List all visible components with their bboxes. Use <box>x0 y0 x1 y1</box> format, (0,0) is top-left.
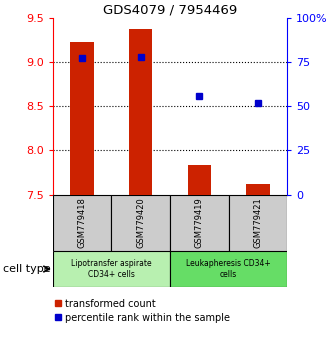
Bar <box>112 195 170 251</box>
Text: Leukapheresis CD34+
cells: Leukapheresis CD34+ cells <box>186 259 271 279</box>
Bar <box>129 29 152 195</box>
Bar <box>170 251 287 287</box>
Text: GSM779419: GSM779419 <box>195 198 204 249</box>
Bar <box>53 251 170 287</box>
Text: Lipotransfer aspirate
CD34+ cells: Lipotransfer aspirate CD34+ cells <box>71 259 152 279</box>
Bar <box>53 195 112 251</box>
Bar <box>170 195 229 251</box>
Bar <box>246 184 270 195</box>
Bar <box>228 195 287 251</box>
Bar <box>187 166 211 195</box>
Legend: transformed count, percentile rank within the sample: transformed count, percentile rank withi… <box>54 299 230 322</box>
Text: GSM779418: GSM779418 <box>78 198 86 249</box>
Text: GSM779420: GSM779420 <box>136 198 145 249</box>
Bar <box>70 42 94 195</box>
Text: GSM779421: GSM779421 <box>253 198 262 249</box>
Text: cell type: cell type <box>3 264 51 274</box>
Title: GDS4079 / 7954469: GDS4079 / 7954469 <box>103 4 237 17</box>
